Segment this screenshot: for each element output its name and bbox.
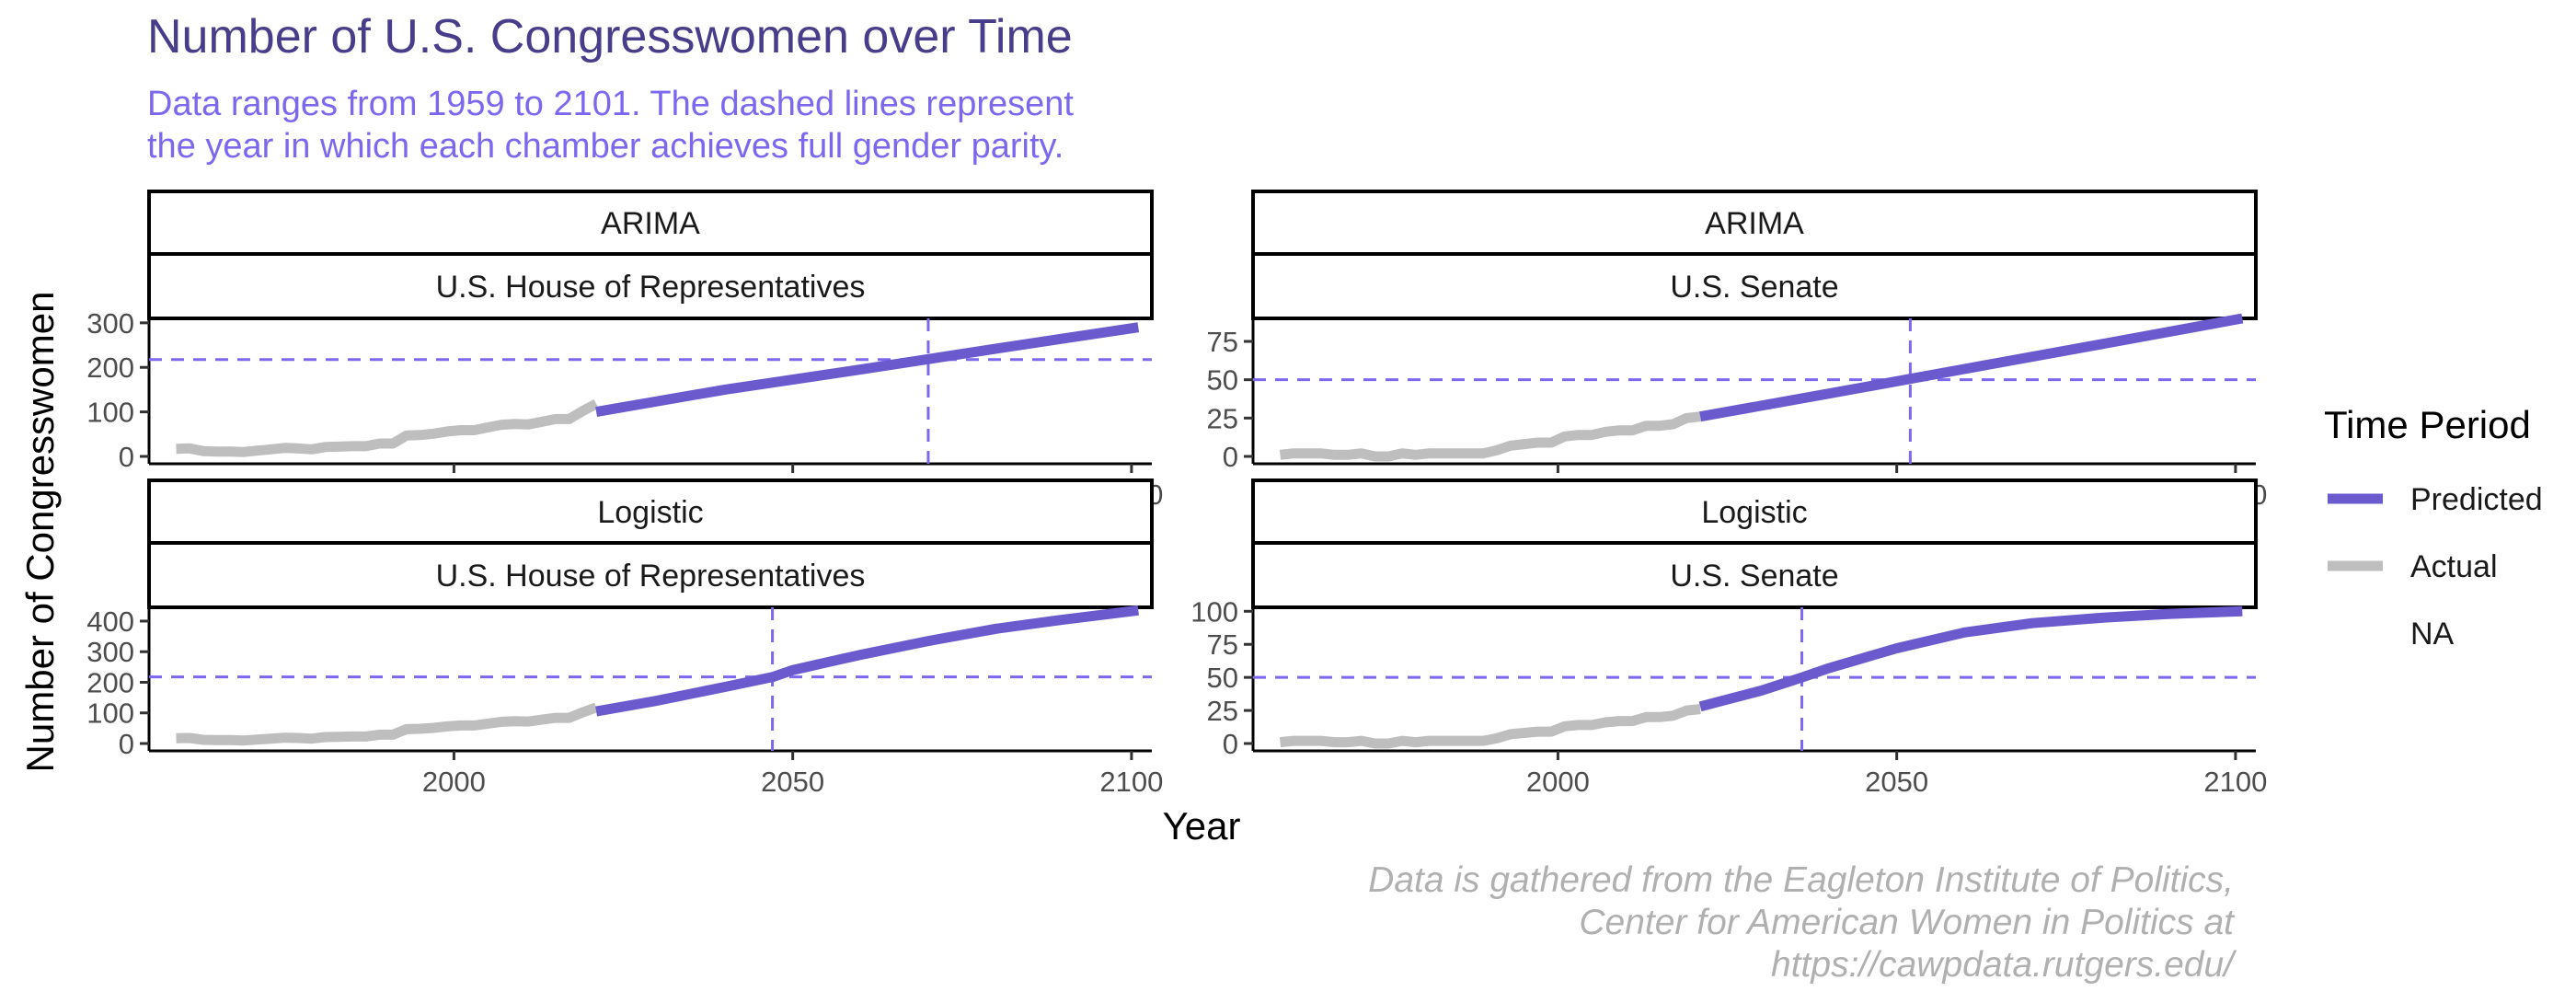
y-tick-label: 50 [1207,662,1238,694]
facet-strip-chamber [147,252,1154,320]
series-predicted-line [595,322,1140,418]
series-actual-line [1279,411,1701,462]
y-tick-label: 75 [1207,628,1238,661]
caption-line: Center for American Women in Politics at [1579,903,2234,942]
y-tick-label: 300 [86,307,134,340]
facet-strip-model [147,478,1154,545]
facet-strip-chamber [1251,541,2258,609]
x-axis-title: Year [1163,804,1241,847]
facet-label-chamber: U.S. Senate [1670,559,1838,594]
facet-label-chamber: U.S. House of Representatives [436,270,866,305]
caption-line: https://cawpdata.rutgers.edu/ [1771,945,2234,985]
x-tick-label: 2000 [422,766,486,798]
facet-strip-model [147,190,1154,256]
chart-subtitle: Data ranges from 1959 to 2101. The dashe… [147,83,1074,167]
legend-entry-label: Predicted [2410,482,2543,517]
subtitle-line: the year in which each chamber achieves … [147,127,1064,166]
chart-title: Number of U.S. Congresswomen over Time [147,10,1073,63]
x-tick-label: 2100 [1099,766,1163,798]
legend-entry-label: NA [2410,617,2455,651]
facet-label-model: Logistic [1701,495,1807,530]
caption-line: Data is gathered from the Eagleton Insti… [1368,860,2234,900]
facet-strip-chamber [147,541,1154,609]
x-tick-label: 2050 [761,766,824,798]
subtitle-line: Data ranges from 1959 to 2101. The dashe… [147,85,1074,123]
series-predicted-line [1698,605,2243,712]
y-tick-label: 200 [86,352,134,384]
series-predicted-line [1699,313,2244,422]
facet-strip-model [1251,190,2258,256]
facet-label-model: ARIMA [1705,206,1804,241]
series-actual-line [1279,704,1701,749]
y-tick-label: 100 [1190,595,1238,628]
y-tick-label: 0 [1223,441,1238,473]
y-tick-label: 0 [119,728,134,760]
legend-entry-label: Actual [2410,549,2498,584]
y-tick-label: 25 [1207,695,1238,727]
facet-label-chamber: U.S. House of Representatives [436,559,866,594]
y-axis-title: Number of Congresswomen [18,292,62,773]
facet-label-model: ARIMA [601,206,700,241]
x-tick-label: 2000 [1526,766,1590,798]
facet-label-model: Logistic [597,495,703,530]
y-tick-label: 300 [86,636,134,668]
y-tick-label: 0 [1223,728,1238,760]
y-tick-label: 25 [1207,402,1238,434]
y-tick-label: 50 [1207,364,1238,397]
y-tick-label: 75 [1207,326,1238,358]
x-tick-label: 2050 [1865,766,1928,798]
series-actual-line [176,399,599,457]
facet-strip-model [1251,478,2258,545]
x-tick-label: 2100 [2203,766,2267,798]
facet-label-chamber: U.S. Senate [1670,270,1838,305]
y-tick-label: 0 [119,441,134,473]
y-tick-label: 100 [86,697,134,730]
chart-caption: Data is gathered from the Eagleton Insti… [1368,859,2234,986]
series-actual-line [176,702,598,746]
series-predicted-line [595,605,1139,717]
y-tick-label: 400 [86,605,134,638]
y-tick-label: 200 [86,666,134,698]
legend-title: Time Period [2324,403,2531,446]
facet-strip-chamber [1251,252,2258,320]
y-tick-label: 100 [86,397,134,429]
